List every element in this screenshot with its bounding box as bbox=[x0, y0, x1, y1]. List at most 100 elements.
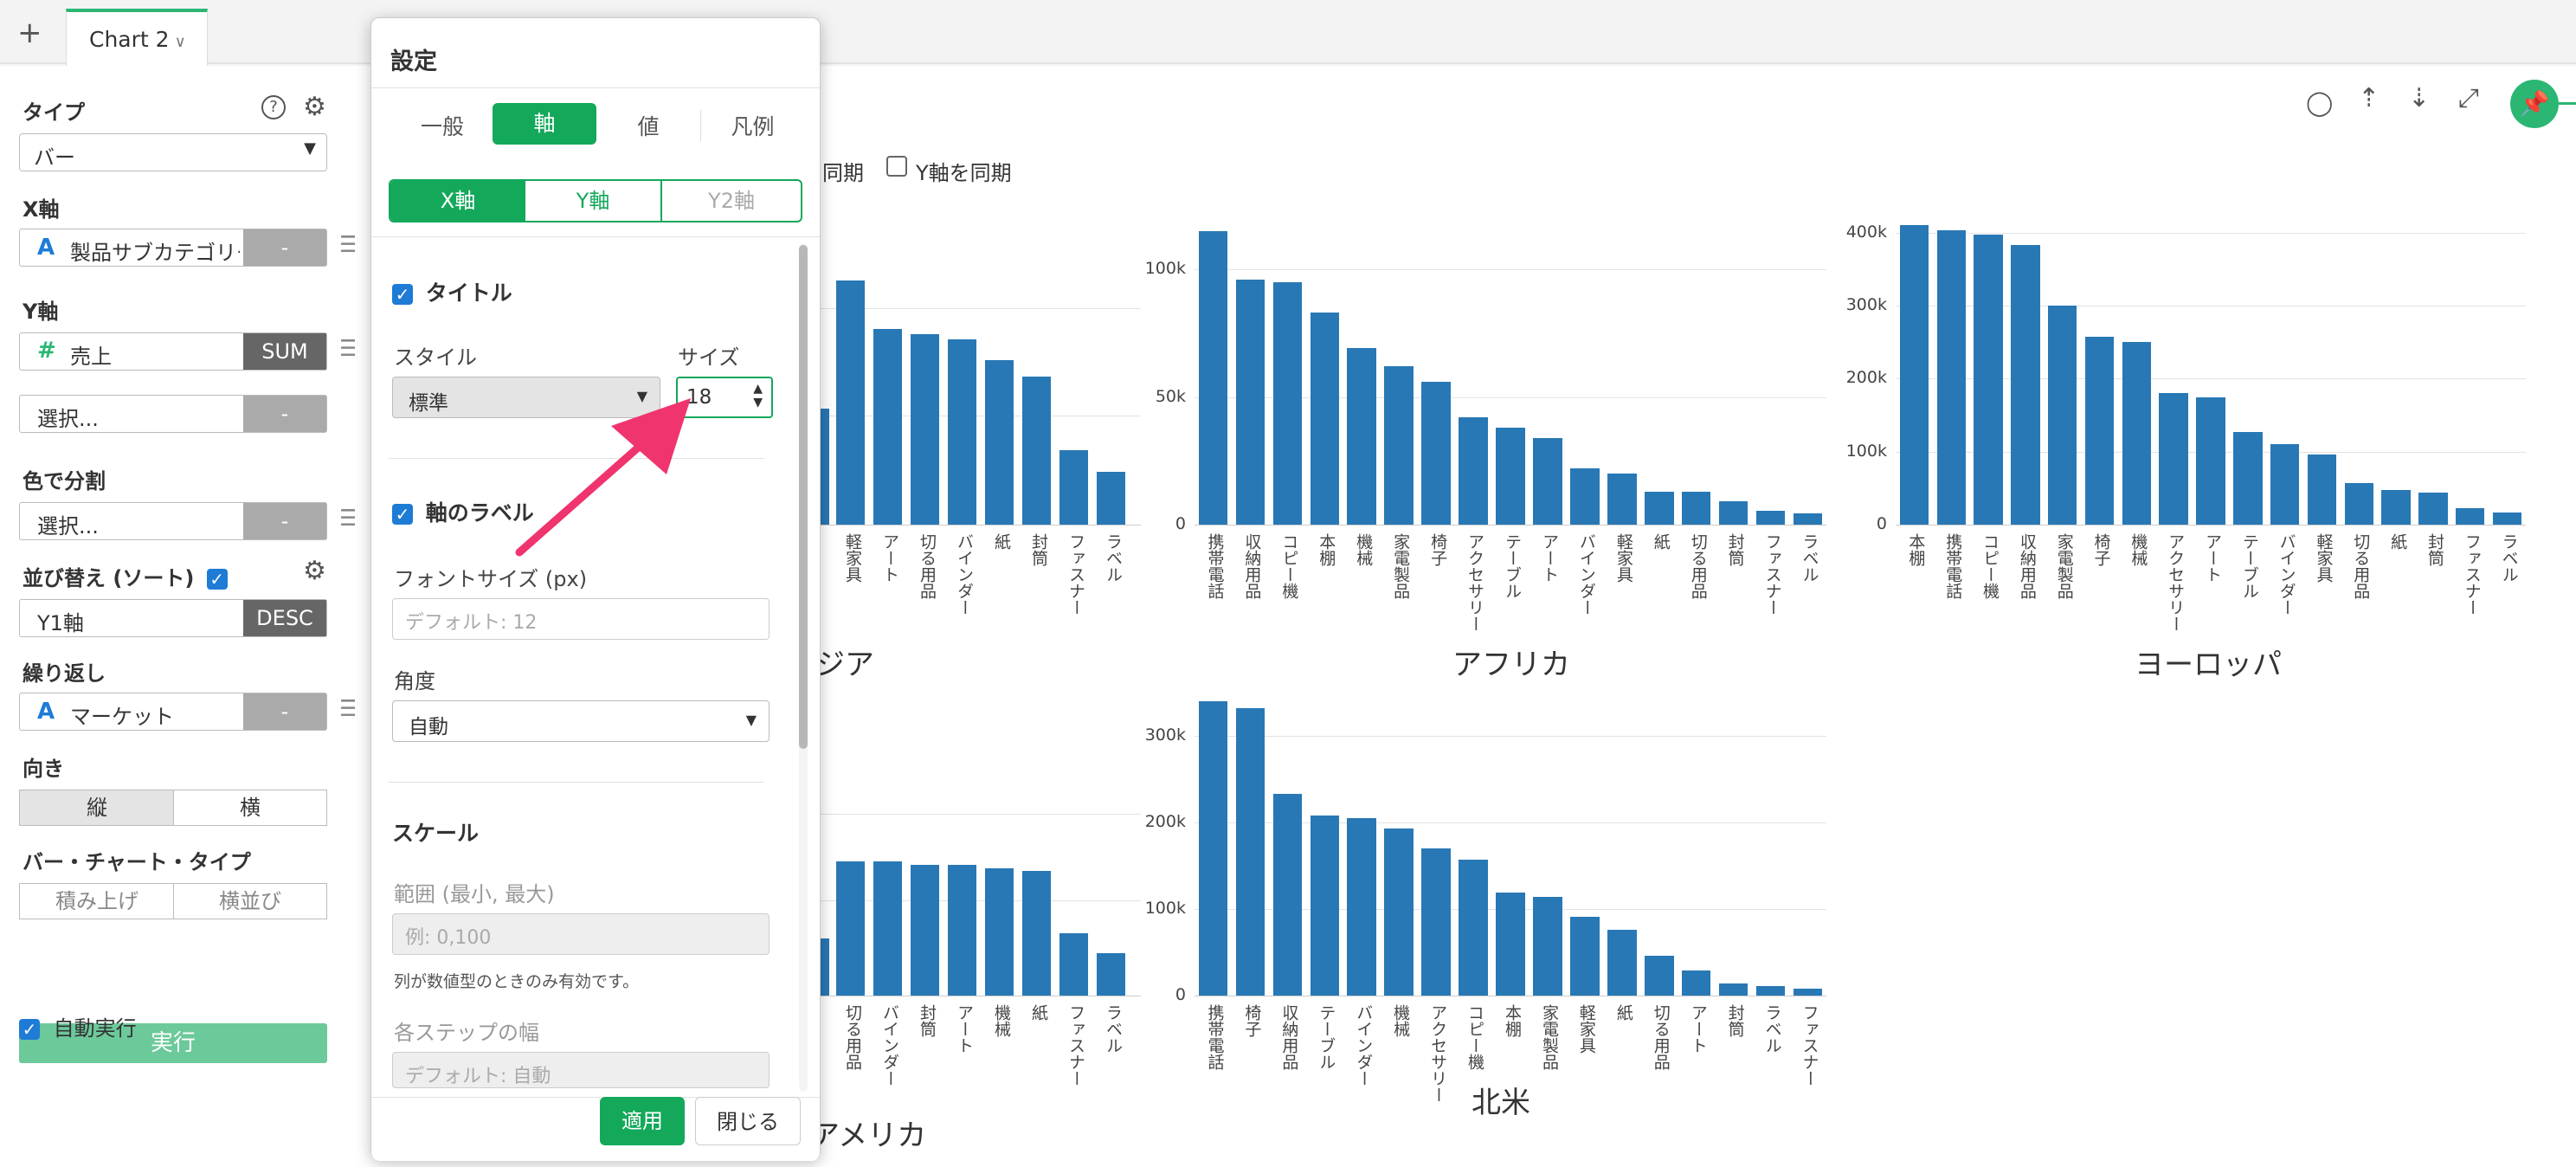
axis-switch-y2[interactable]: Y2軸 bbox=[708, 189, 755, 213]
repeat-agg-button[interactable]: - bbox=[243, 693, 326, 730]
y-tick-label: 100k bbox=[1845, 441, 1887, 461]
chart-bar bbox=[2418, 492, 2448, 525]
y-tick-label: 0 bbox=[1876, 514, 1887, 533]
tab-legend[interactable]: 凡例 bbox=[700, 110, 804, 141]
gridline bbox=[821, 900, 1141, 901]
angle-select[interactable]: 自動 ▼ bbox=[392, 700, 770, 742]
scrollbar-thumb[interactable] bbox=[799, 245, 808, 749]
help-icon[interactable]: ? bbox=[261, 95, 286, 119]
x-tick-label: 機械 bbox=[992, 1004, 1011, 1037]
chart-bar bbox=[1022, 871, 1051, 996]
font-size-input[interactable]: デフォルト: 12 bbox=[392, 598, 770, 640]
chart-bar bbox=[1097, 952, 1125, 996]
axis-switch-x[interactable]: X軸 bbox=[390, 181, 525, 221]
add-tab-button[interactable]: + bbox=[17, 16, 42, 50]
repeat-label: 繰り返し bbox=[23, 661, 106, 686]
range-input[interactable]: 例: 0,100 bbox=[392, 913, 770, 955]
pin-line bbox=[2559, 102, 2576, 105]
chart-bar bbox=[2307, 455, 2337, 525]
chart-bar bbox=[1899, 225, 1929, 525]
orientation-vertical[interactable]: 縦 bbox=[19, 790, 175, 826]
color-agg-button[interactable]: - bbox=[243, 503, 326, 539]
chart-bar bbox=[2122, 342, 2152, 525]
apply-button[interactable]: 適用 bbox=[600, 1097, 685, 1145]
menu-icon[interactable]: ☰ bbox=[339, 336, 360, 362]
x-tick-label: アクセサリー bbox=[2166, 533, 2186, 632]
style-select[interactable]: 標準 ▼ bbox=[392, 377, 660, 418]
chart-bar bbox=[1793, 989, 1823, 996]
dialog-title: 設定 bbox=[390, 48, 437, 75]
chart-bar bbox=[1235, 279, 1265, 525]
x-axis-field[interactable]: A 製品サブカテゴリー - bbox=[19, 229, 327, 267]
run-button[interactable]: 実行 bbox=[19, 1023, 327, 1063]
gear-icon[interactable]: ⚙ bbox=[303, 556, 326, 586]
tab-value[interactable]: 値 bbox=[637, 114, 660, 139]
sync-y-checkbox[interactable] bbox=[886, 156, 907, 177]
color-field[interactable]: 選択... - bbox=[19, 502, 327, 540]
x-tick-label: アート bbox=[955, 1004, 974, 1054]
sort-checkbox[interactable]: ✓ bbox=[206, 569, 228, 590]
y-tick-label: 100k bbox=[1144, 899, 1186, 918]
chart-bar bbox=[1347, 818, 1376, 996]
y2-agg-button[interactable]: - bbox=[243, 396, 326, 432]
annotation-arrow bbox=[515, 398, 691, 557]
bar-type-stacked[interactable]: 積み上げ bbox=[19, 883, 175, 919]
y-axis-value: 売上 bbox=[70, 345, 112, 369]
chart-title: 北米 bbox=[1472, 1086, 1530, 1120]
menu-icon[interactable]: ☰ bbox=[339, 506, 360, 532]
chart-bar bbox=[1272, 794, 1303, 996]
auto-run-row[interactable]: ✓ 自動実行 bbox=[19, 1011, 137, 1041]
axis-switch-y[interactable]: Y軸 bbox=[525, 181, 662, 221]
sort-order-button[interactable]: DESC bbox=[243, 600, 326, 636]
size-input[interactable]: 18 ▲ ▼ bbox=[676, 377, 773, 418]
x-tick-label: 収納用品 bbox=[1279, 1004, 1299, 1070]
repeat-field[interactable]: A マーケット - bbox=[19, 693, 327, 731]
chart-bar bbox=[2048, 306, 2077, 525]
chart-bar bbox=[2196, 397, 2225, 525]
gridline bbox=[1896, 232, 2526, 234]
tab-chart-2[interactable]: Chart 2 ∨ bbox=[66, 9, 208, 66]
stepper-icon[interactable]: ▲ ▼ bbox=[753, 382, 763, 409]
type-label: タイプ bbox=[23, 100, 85, 125]
expand-icon[interactable]: ⤢ bbox=[2458, 83, 2479, 113]
x-tick-label: ファスナー bbox=[1762, 533, 1782, 616]
chart-bar bbox=[1272, 281, 1303, 525]
gridline bbox=[1195, 736, 1826, 737]
axis-label-checkbox[interactable]: ✓ bbox=[392, 504, 413, 525]
chevron-down-icon[interactable]: ∨ bbox=[174, 33, 186, 51]
step-input[interactable]: デフォルト: 自動 bbox=[392, 1052, 770, 1088]
y-axis-field[interactable]: # 売上 SUM bbox=[19, 332, 327, 371]
x-axis-agg-button[interactable]: - bbox=[243, 229, 326, 266]
download-icon[interactable]: ⇣ bbox=[2408, 83, 2431, 113]
x-tick-label: 本棚 bbox=[1906, 533, 1926, 566]
orientation-horizontal[interactable]: 横 bbox=[173, 790, 327, 826]
chart-bar bbox=[1755, 986, 1786, 996]
chart-bar bbox=[1347, 348, 1376, 525]
chart-bar bbox=[1384, 829, 1414, 996]
menu-icon[interactable]: ☰ bbox=[339, 696, 360, 722]
close-button[interactable]: 閉じる bbox=[695, 1097, 801, 1145]
y-tick-label: 300k bbox=[1845, 295, 1887, 315]
chart-type-select[interactable]: バー ▼ bbox=[19, 133, 327, 171]
title-section: ✓ タイトル bbox=[392, 276, 512, 307]
auto-run-checkbox[interactable]: ✓ bbox=[19, 1019, 40, 1040]
upload-icon[interactable]: ⇡ bbox=[2358, 83, 2380, 113]
size-value: 18 bbox=[686, 386, 712, 409]
tab-general[interactable]: 一般 bbox=[420, 114, 464, 139]
repeat-value: マーケット bbox=[70, 705, 174, 729]
bar-type-side-by-side[interactable]: 横並び bbox=[173, 883, 327, 919]
tab-axis[interactable]: 軸 bbox=[493, 103, 596, 145]
title-checkbox[interactable]: ✓ bbox=[392, 284, 413, 305]
number-type-icon: # bbox=[37, 338, 56, 364]
y-axis-agg-button[interactable]: SUM bbox=[243, 333, 326, 370]
y2-field[interactable]: 選択... - bbox=[19, 395, 327, 433]
gear-icon[interactable]: ⚙ bbox=[303, 92, 326, 122]
menu-icon[interactable]: ☰ bbox=[339, 232, 360, 258]
x-tick-label: 紙 bbox=[1613, 1004, 1633, 1021]
comment-icon[interactable]: ◯ bbox=[2306, 88, 2334, 117]
sort-field[interactable]: Y1軸 DESC bbox=[19, 599, 327, 637]
x-tick-label: 切る用品 bbox=[1651, 1004, 1671, 1070]
font-size-label: フォントサイズ (px) bbox=[394, 567, 588, 591]
pin-icon[interactable]: 📌 bbox=[2510, 80, 2559, 128]
chart-bar bbox=[836, 861, 865, 996]
